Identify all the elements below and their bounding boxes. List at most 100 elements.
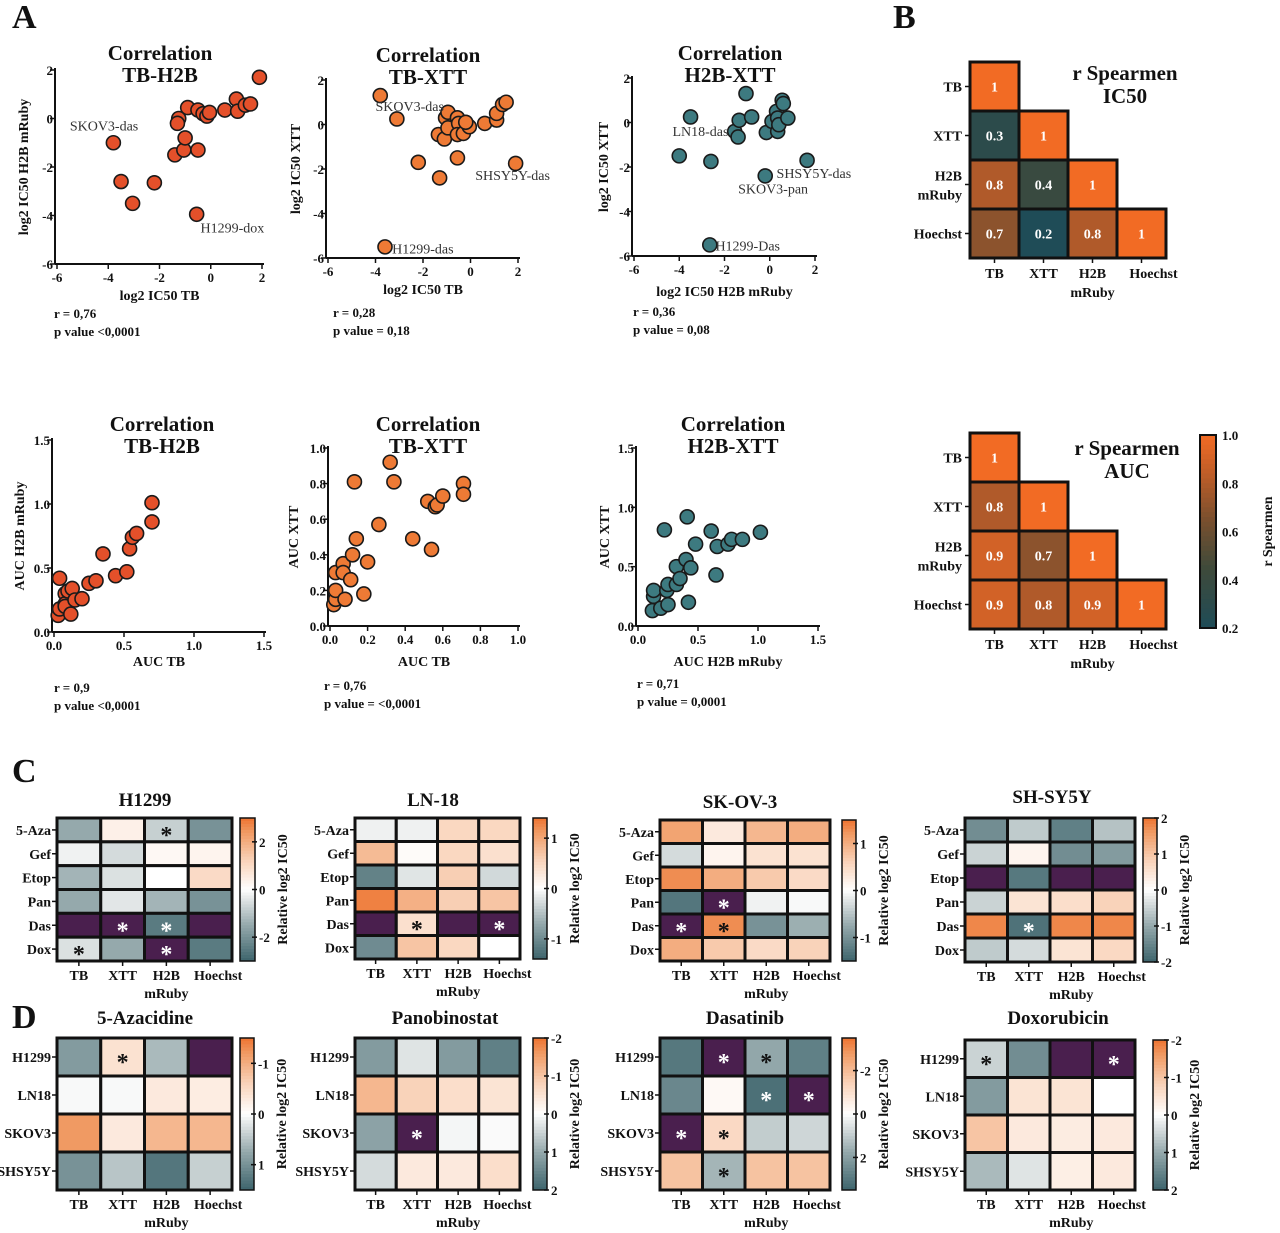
colorbar-segment xyxy=(533,953,547,957)
colorbar-tick: 2 xyxy=(1161,811,1168,826)
colorbar-segment xyxy=(1143,959,1157,963)
heatmap-cell xyxy=(743,865,789,892)
data-point xyxy=(457,114,474,131)
colorbar-segment xyxy=(1153,1093,1167,1097)
colorbar-segment xyxy=(240,1076,254,1080)
data-point xyxy=(327,582,344,599)
colorbar-segment xyxy=(240,823,255,828)
row-label: Pan xyxy=(936,896,960,911)
colorbar-segment xyxy=(1153,1065,1167,1069)
data-point xyxy=(242,96,259,112)
y-axis-label: log2 IC50 XTT xyxy=(289,123,304,214)
col-label-line: TB xyxy=(70,1198,89,1213)
colorbar-segment xyxy=(842,852,856,856)
row-label: Etop xyxy=(22,872,51,887)
colorbar-segment xyxy=(842,864,856,868)
x-tick-label: 0.6 xyxy=(435,632,452,647)
heatmap-title: 5-Azacidine xyxy=(97,1008,193,1029)
x-tick-label: 0.5 xyxy=(690,632,707,647)
col-label-line: Hoechst xyxy=(1098,1198,1147,1213)
colorbar-tick: 0 xyxy=(860,1107,867,1122)
row-label: LN18 xyxy=(18,1089,51,1104)
col-label-line: XTT xyxy=(1029,267,1058,282)
heatmap-cell xyxy=(55,1112,103,1154)
row-label: Gef xyxy=(327,847,349,862)
data-point xyxy=(386,474,402,490)
colorbar-tick: -1 xyxy=(1171,1071,1182,1086)
col-label: Hoechst xyxy=(1098,1198,1147,1213)
colorbar-segment xyxy=(842,1104,856,1109)
heatmap-cell xyxy=(743,1150,789,1192)
colorbar-segment xyxy=(842,943,856,947)
colorbar-segment xyxy=(842,1133,856,1137)
heatmap-cell xyxy=(436,934,481,961)
colorbar-segment xyxy=(240,1155,254,1159)
heatmap-cell xyxy=(1017,109,1070,162)
colorbar-segment xyxy=(1200,468,1216,475)
colorbar-segment xyxy=(533,1155,547,1159)
colorbar-segment xyxy=(842,925,856,930)
colorbar-tick: -2 xyxy=(860,1064,871,1079)
chart-title: H2B-XTT xyxy=(684,63,775,87)
colorbar-segment xyxy=(842,905,856,909)
colorbar-segment xyxy=(842,1174,856,1178)
colorbar-segment xyxy=(842,1079,856,1083)
colorbar-segment xyxy=(842,820,856,824)
colorbar-segment xyxy=(842,855,856,859)
cell-value: 0.7 xyxy=(1035,550,1053,565)
col-label: H2B mRuby xyxy=(1049,970,1093,1003)
colorbar-segment xyxy=(1153,1140,1167,1144)
colorbar-segment xyxy=(1143,836,1157,840)
colorbar-segment xyxy=(1200,560,1216,566)
cell-value: 1 xyxy=(991,452,998,467)
y-tick-label: -6 xyxy=(619,249,630,264)
heatmap-cell xyxy=(1006,1113,1052,1154)
heatmap-cell xyxy=(786,912,832,939)
colorbar-segment xyxy=(1143,845,1157,849)
colorbar-segment xyxy=(842,825,856,830)
cell-value: 0.3 xyxy=(986,130,1004,145)
colorbar-segment xyxy=(1143,827,1157,831)
colorbar-segment xyxy=(1143,941,1157,945)
col-label-line: mRuby xyxy=(436,1216,480,1231)
colorbar-label: Relative log2 IC50 xyxy=(568,833,583,943)
colorbar-segment xyxy=(240,1186,254,1191)
cell-value: 0.9 xyxy=(986,550,1004,565)
y-tick-label: 0.0 xyxy=(618,619,634,634)
panel-label-b: B xyxy=(893,0,916,36)
colorbar-segment xyxy=(1143,833,1157,837)
significance-star: * xyxy=(718,1126,730,1152)
cell-value: 1 xyxy=(1040,130,1047,145)
heatmap-cell xyxy=(1017,207,1070,260)
cell-value: 1 xyxy=(1040,501,1047,516)
colorbar-segment xyxy=(842,1095,856,1099)
colorbar-segment xyxy=(1143,947,1157,951)
colorbar-segment xyxy=(533,1104,547,1109)
colorbar-segment xyxy=(1153,1165,1167,1169)
colorbar-segment xyxy=(842,914,856,918)
significance-star: * xyxy=(117,1050,129,1076)
col-label-line: Hoechst xyxy=(1098,970,1147,985)
colorbar-segment xyxy=(1153,1077,1167,1082)
colorbar-segment xyxy=(842,834,856,839)
row-label: Pan xyxy=(631,896,655,911)
data-point xyxy=(734,531,751,548)
colorbar-segment xyxy=(533,1161,547,1166)
colorbar-segment xyxy=(842,1164,856,1169)
colorbar-segment xyxy=(240,1066,254,1071)
colorbar-segment xyxy=(842,1167,856,1172)
colorbar-segment xyxy=(240,1044,254,1048)
heatmap-cell xyxy=(436,887,481,914)
heatmap-cell xyxy=(436,1074,481,1116)
colorbar-segment xyxy=(240,1072,254,1077)
heatmap-cell xyxy=(353,887,398,914)
colorbar-segment xyxy=(240,1041,254,1045)
point-annotation: SHSY5Y-das xyxy=(475,169,550,184)
colorbar-label: Relative log2 IC50 xyxy=(275,1059,290,1169)
significance-star: * xyxy=(760,1088,772,1114)
colorbar-segment xyxy=(533,1079,547,1083)
colorbar-segment xyxy=(240,1117,254,1121)
heatmap-cell xyxy=(786,1150,832,1192)
